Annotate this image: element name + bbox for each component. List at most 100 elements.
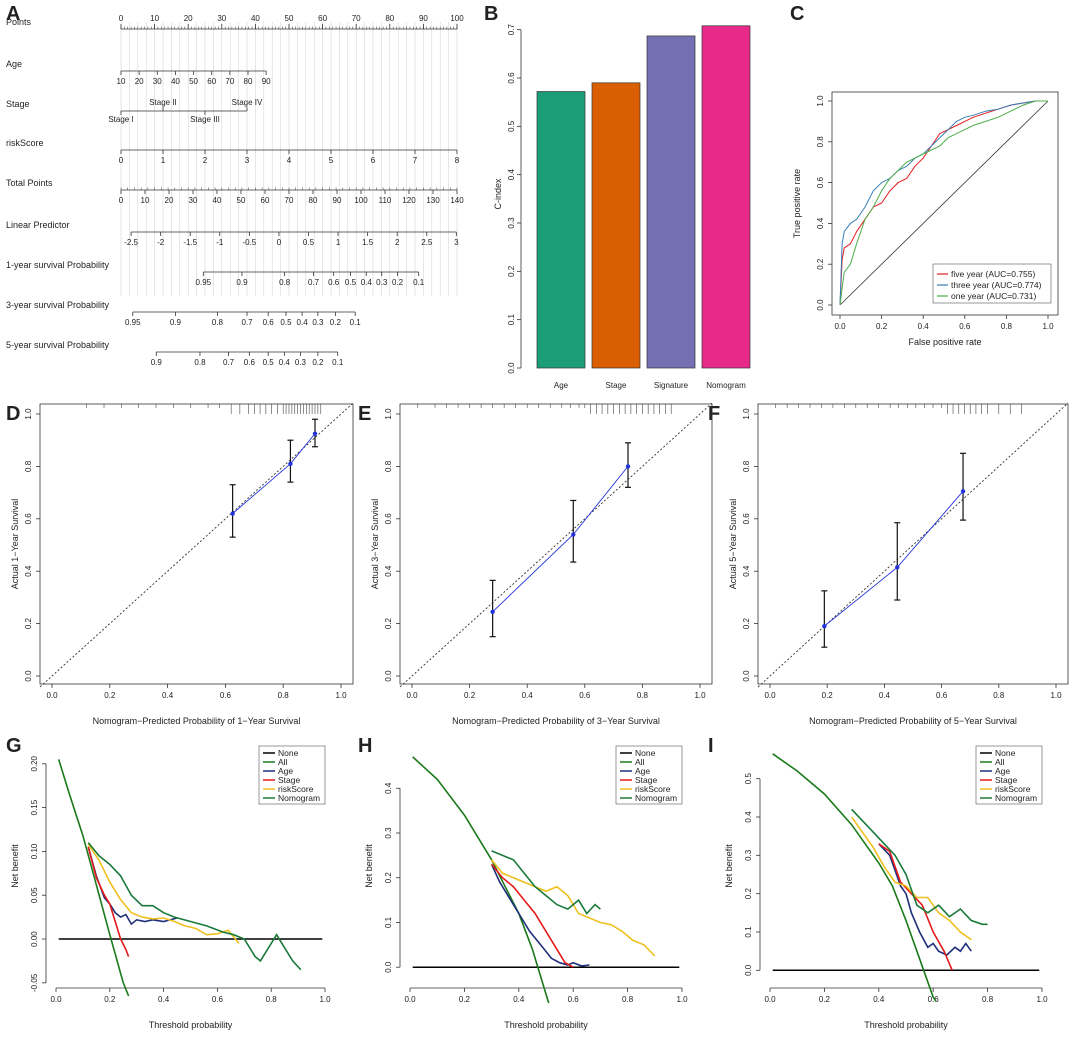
calibration-y-tick-label: 0.4 — [24, 565, 33, 577]
dca-y-tick-label: 0.4 — [744, 811, 753, 823]
calibration-y-tick-label: 0.2 — [24, 617, 33, 629]
nomogram-tick-label: 60 — [207, 77, 216, 86]
dca-x-tick-label: 0.4 — [873, 995, 885, 1004]
b-y-tick-label: 0.4 — [507, 169, 516, 181]
nomogram-tick-label: 0.6 — [328, 278, 340, 287]
calibration-point — [895, 565, 900, 570]
c-legend-label: one year (AUC=0.731) — [951, 291, 1036, 301]
nomogram-tick-label: -2.5 — [124, 238, 138, 247]
nomogram-tick-label: 0.7 — [308, 278, 320, 287]
nomogram-tick-label: 10 — [117, 77, 126, 86]
nomogram-tick-label: 0.5 — [280, 318, 292, 327]
calibration-plot-frame — [39, 403, 354, 685]
nomogram-tick-label: 0.7 — [241, 318, 253, 327]
nomogram-tick-label: 0.2 — [312, 358, 324, 367]
c-legend-box — [932, 263, 1052, 304]
dca-series-line — [87, 846, 130, 957]
nomogram-tick-label: 120 — [402, 196, 416, 205]
calibration-y-tick-label: 0.6 — [742, 513, 751, 525]
dca-x-axis-title: Threshold probability — [149, 1020, 233, 1030]
calibration-y-tick-label: 0.2 — [384, 617, 393, 629]
nomogram-tick-label: Stage I — [108, 115, 133, 124]
c-index-bar — [701, 25, 751, 369]
calibration-x-tick-label: 0.8 — [637, 691, 649, 700]
dca-y-tick-label: 0.4 — [384, 782, 393, 794]
dca-x-axis-title: Threshold probability — [864, 1020, 948, 1030]
calibration-y-tick-label: 0.0 — [24, 670, 33, 682]
nomogram-tick-label: 0.6 — [244, 358, 256, 367]
b-category-label: Age — [554, 381, 569, 390]
dca-series-line — [87, 843, 240, 944]
dca-legend-label: riskScore — [995, 784, 1031, 794]
dca-y-tick-label: 0.2 — [384, 872, 393, 884]
panel-letter-c: C — [790, 3, 804, 25]
calibration-x-tick-label: 1.0 — [335, 691, 347, 700]
b-category-label: Signature — [654, 381, 689, 390]
dca-legend-label: Stage — [995, 775, 1017, 785]
roc-series-line — [839, 100, 1048, 306]
dca-y-axis-title: Net benefit — [724, 844, 734, 888]
nomogram-tick-label: 10 — [141, 196, 150, 205]
calibration-y-tick-label: 0.4 — [742, 565, 751, 577]
dca-y-tick-label: 0.0 — [384, 961, 393, 973]
nomogram-tick-label: 30 — [153, 77, 162, 86]
panel-letter-g: G — [6, 735, 22, 757]
calibration-x-tick-label: 0.8 — [993, 691, 1005, 700]
nomogram-tick-label: 0.8 — [212, 318, 224, 327]
dca-y-tick-label: 0.3 — [744, 849, 753, 861]
dca-legend-label: Nomogram — [278, 793, 320, 803]
dca-y-axis-title: Net benefit — [10, 844, 20, 888]
dca-legend-box — [258, 745, 326, 805]
b-y-tick-label: 0.6 — [507, 72, 516, 84]
dca-x-tick-label: 0.6 — [928, 995, 940, 1004]
nomogram-tick-label: 0.4 — [279, 358, 291, 367]
calibration-plot-frame — [399, 403, 713, 685]
calibration-point — [230, 511, 235, 516]
dca-x-tick-label: 1.0 — [319, 995, 331, 1004]
nomogram-tick-label: 90 — [333, 196, 342, 205]
nomogram-tick-label: 7 — [413, 156, 418, 165]
nomogram-tick-label: Stage IV — [232, 98, 263, 107]
dca-y-tick-label: 0.05 — [30, 887, 39, 903]
nomogram-row-label: Stage — [6, 99, 30, 109]
b-y-tick-label: 0.2 — [507, 265, 516, 277]
calibration-x-tick-label: 0.8 — [278, 691, 290, 700]
nomogram-tick-label: 0.5 — [345, 278, 357, 287]
nomogram-tick-label: 70 — [225, 77, 234, 86]
calibration-x-axis-title: Nomogram−Predicted Probability of 3−Year… — [452, 716, 660, 726]
dca-series-line — [491, 850, 601, 915]
calibration-x-tick-label: 0.6 — [220, 691, 232, 700]
nomogram-row-label: 1-year survival Probability — [6, 260, 110, 270]
nomogram-tick-label: 0.2 — [330, 318, 342, 327]
dca-legend-label: Age — [635, 766, 650, 776]
nomogram-tick-label: 0.5 — [303, 238, 315, 247]
dca-x-tick-label: 0.8 — [266, 995, 278, 1004]
dca-legend-label: All — [278, 757, 288, 767]
c-index-bar — [646, 35, 696, 369]
c-y-tick-label: 0.0 — [816, 299, 825, 311]
calibration-y-tick-label: 0.0 — [384, 670, 393, 682]
dca-legend-label: All — [635, 757, 645, 767]
nomogram-tick-label: 2.5 — [421, 238, 433, 247]
c-index-bar-chart: 0.0 0.1 0.2 0.3 0.4 0.5 0.6 0.7 C-index Age Stage S… — [493, 24, 751, 390]
nomogram-tick-label: 20 — [184, 14, 193, 23]
nomogram-tick-label: 0.1 — [413, 278, 425, 287]
panel-letter-h: H — [358, 735, 372, 757]
calibration-ideal-line — [399, 402, 713, 688]
calibration-1-year-chart: 0.0 0.0 0.2 0.2 0.4 0.4 0.6 0.6 0.8 0.8 1.0 1.0 Nomo… — [10, 402, 354, 726]
nomogram-tick-label: 40 — [171, 77, 180, 86]
nomogram-tick-label: 0.8 — [194, 358, 206, 367]
calibration-y-axis-title: Actual 3−Year Survival — [370, 499, 380, 589]
dca-series-line — [87, 846, 178, 926]
dca-y-tick-label: 0.1 — [744, 926, 753, 938]
calibration-x-tick-label: 1.0 — [1050, 691, 1062, 700]
calibration-x-tick-label: 0.2 — [822, 691, 834, 700]
nomogram-tick-label: 0.1 — [350, 318, 362, 327]
dca-x-tick-label: 0.0 — [764, 995, 776, 1004]
calibration-x-tick-label: 0.6 — [936, 691, 948, 700]
nomogram-row-label: Age — [6, 59, 22, 69]
dca-y-tick-label: 0.10 — [30, 843, 39, 859]
calibration-y-tick-label: 0.8 — [24, 460, 33, 472]
dca-x-tick-label: 0.2 — [819, 995, 831, 1004]
